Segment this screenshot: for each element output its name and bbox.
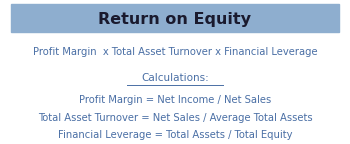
Text: Profit Margin = Net Income / Net Sales: Profit Margin = Net Income / Net Sales bbox=[79, 95, 271, 105]
Text: Financial Leverage = Total Assets / Total Equity: Financial Leverage = Total Assets / Tota… bbox=[58, 130, 292, 140]
Text: Return on Equity: Return on Equity bbox=[98, 12, 252, 26]
FancyBboxPatch shape bbox=[12, 4, 338, 32]
Text: Total Asset Turnover = Net Sales / Average Total Assets: Total Asset Turnover = Net Sales / Avera… bbox=[38, 113, 312, 123]
Text: Calculations:: Calculations: bbox=[141, 73, 209, 83]
Text: Profit Margin  x Total Asset Turnover x Financial Leverage: Profit Margin x Total Asset Turnover x F… bbox=[33, 47, 317, 57]
